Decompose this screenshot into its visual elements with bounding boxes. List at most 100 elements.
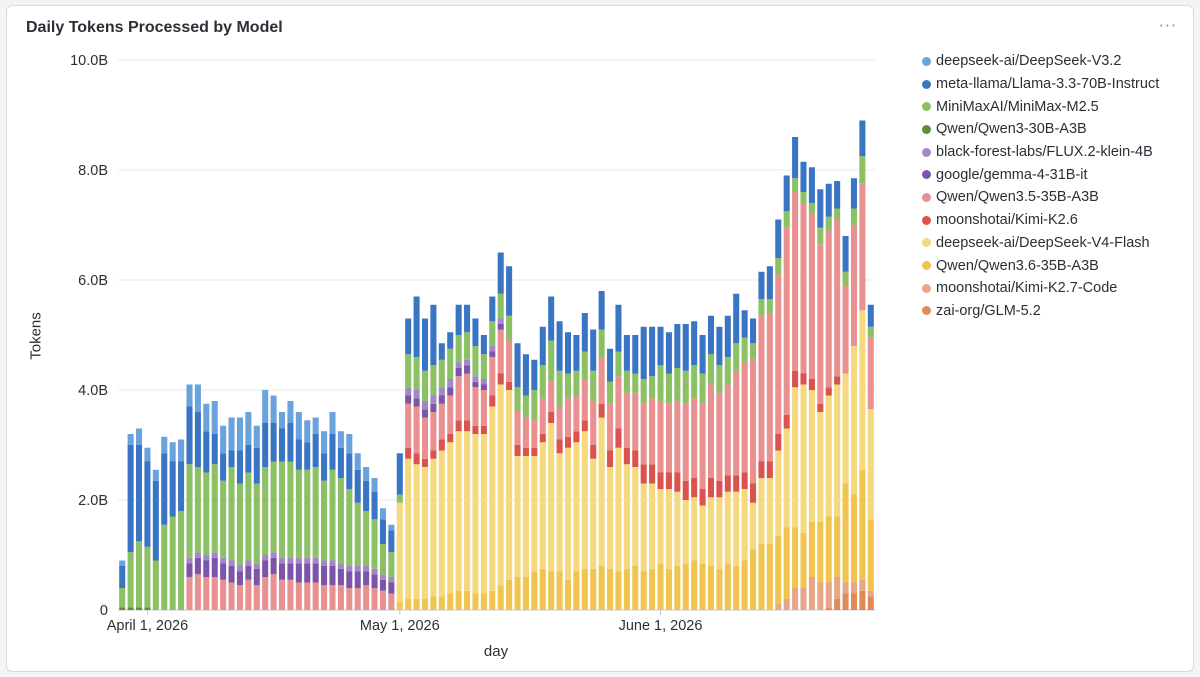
bar-segment[interactable] <box>438 403 445 440</box>
bar-segment[interactable] <box>346 588 353 610</box>
bar-segment[interactable] <box>220 563 227 580</box>
bar-segment[interactable] <box>329 469 336 561</box>
bar-segment[interactable] <box>548 381 555 412</box>
bar-segment[interactable] <box>186 563 193 577</box>
bar-segment[interactable] <box>657 365 664 401</box>
bar-segment[interactable] <box>472 346 479 377</box>
bar-segment[interactable] <box>859 120 866 157</box>
bar-segment[interactable] <box>337 431 344 448</box>
bar-segment[interactable] <box>514 577 521 610</box>
bar-segment[interactable] <box>169 461 176 517</box>
bar-segment[interactable] <box>850 346 858 495</box>
bar-segment[interactable] <box>379 544 386 575</box>
bar-segment[interactable] <box>607 568 614 610</box>
bar-segment[interactable] <box>270 461 277 553</box>
bar-segment[interactable] <box>581 351 588 380</box>
bar-segment[interactable] <box>581 313 588 352</box>
bar-segment[interactable] <box>522 354 529 396</box>
bar-segment[interactable] <box>194 412 201 467</box>
bar-segment[interactable] <box>724 315 731 357</box>
bar-segment[interactable] <box>178 511 185 610</box>
bar-segment[interactable] <box>590 458 597 569</box>
bar-segment[interactable] <box>716 480 723 498</box>
bar-segment[interactable] <box>245 560 252 567</box>
bar-segment[interactable] <box>262 423 269 467</box>
bar-segment[interactable] <box>312 434 319 467</box>
bar-segment[interactable] <box>194 552 201 558</box>
bar-segment[interactable] <box>548 296 555 341</box>
bar-segment[interactable] <box>707 497 715 566</box>
bar-segment[interactable] <box>194 467 201 553</box>
bar-segment[interactable] <box>228 450 235 468</box>
bar-segment[interactable] <box>758 478 765 544</box>
bar-segment[interactable] <box>413 453 420 465</box>
bar-segment[interactable] <box>346 566 353 572</box>
bar-segment[interactable] <box>480 390 487 426</box>
bar-segment[interactable] <box>203 577 210 610</box>
bar-segment[interactable] <box>211 557 218 577</box>
legend-item[interactable]: MiniMaxAI/MiniMax-M2.5 <box>922 95 1159 118</box>
bar-segment[interactable] <box>564 373 572 399</box>
bar-segment[interactable] <box>573 571 580 611</box>
bar-segment[interactable] <box>405 318 412 355</box>
legend-item[interactable]: deepseek-ai/DeepSeek-V4-Flash <box>922 232 1159 255</box>
legend-item[interactable]: deepseek-ai/DeepSeek-V3.2 <box>922 50 1159 73</box>
bar-segment[interactable] <box>834 577 841 599</box>
bar-segment[interactable] <box>480 593 487 611</box>
legend-item[interactable]: Qwen/Qwen3-30B-A3B <box>922 118 1159 141</box>
bar-segment[interactable] <box>682 563 689 610</box>
bar-segment[interactable] <box>119 588 126 608</box>
bar-segment[interactable] <box>321 585 328 610</box>
bar-segment[interactable] <box>817 403 824 412</box>
bar-segment[interactable] <box>539 326 546 366</box>
bar-segment[interactable] <box>186 384 193 407</box>
bar-segment[interactable] <box>287 579 294 610</box>
bar-segment[interactable] <box>455 368 462 377</box>
legend-item[interactable]: zai-org/GLM-5.2 <box>922 300 1159 323</box>
bar-segment[interactable] <box>766 266 773 300</box>
bar-segment[interactable] <box>674 324 681 368</box>
bar-segment[interactable] <box>304 469 311 558</box>
bar-segment[interactable] <box>817 522 824 583</box>
bar-segment[interactable] <box>598 329 605 358</box>
bar-segment[interactable] <box>438 343 445 360</box>
bar-segment[interactable] <box>657 326 664 366</box>
bar-segment[interactable] <box>245 445 252 473</box>
bar-segment[interactable] <box>245 472 252 561</box>
bar-segment[interactable] <box>775 274 782 435</box>
bar-segment[interactable] <box>405 354 412 388</box>
bar-segment[interactable] <box>640 326 647 379</box>
bar-segment[interactable] <box>371 588 378 610</box>
bar-segment[interactable] <box>699 563 706 610</box>
bar-segment[interactable] <box>850 225 858 346</box>
bar-segment[interactable] <box>388 582 395 594</box>
bar-segment[interactable] <box>581 431 588 569</box>
bar-segment[interactable] <box>455 590 462 610</box>
bar-segment[interactable] <box>304 563 311 583</box>
bar-segment[interactable] <box>278 412 286 429</box>
bar-segment[interactable] <box>825 395 832 517</box>
bar-segment[interactable] <box>447 395 454 435</box>
bar-segment[interactable] <box>632 373 639 393</box>
bar-segment[interactable] <box>834 516 841 578</box>
bar-segment[interactable] <box>253 585 260 610</box>
bar-segment[interactable] <box>716 365 723 393</box>
bar-segment[interactable] <box>186 464 193 558</box>
bar-segment[interactable] <box>699 373 706 404</box>
bar-segment[interactable] <box>808 390 815 522</box>
bar-segment[interactable] <box>867 590 874 597</box>
bar-segment[interactable] <box>152 560 159 611</box>
bar-segment[interactable] <box>497 373 504 385</box>
bar-segment[interactable] <box>834 376 841 385</box>
bar-segment[interactable] <box>834 208 841 220</box>
bar-segment[interactable] <box>236 566 243 572</box>
bar-segment[interactable] <box>657 472 664 490</box>
bar-segment[interactable] <box>615 428 622 448</box>
bar-segment[interactable] <box>388 530 395 553</box>
bar-segment[interactable] <box>775 450 782 536</box>
bar-segment[interactable] <box>590 370 597 401</box>
bar-segment[interactable] <box>548 571 555 611</box>
bar-segment[interactable] <box>859 469 866 580</box>
bar-segment[interactable] <box>522 577 529 610</box>
bar-segment[interactable] <box>278 428 286 462</box>
